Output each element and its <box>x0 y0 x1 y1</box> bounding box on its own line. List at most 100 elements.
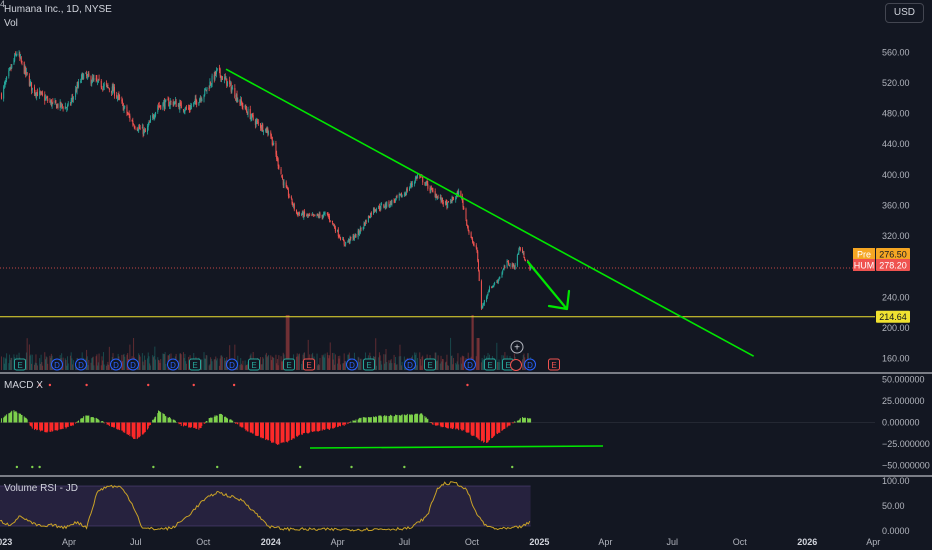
volume-bar <box>153 355 155 370</box>
candle-body <box>24 67 26 75</box>
macd-bar <box>128 422 130 435</box>
add-marker <box>510 340 524 354</box>
macd-bar <box>466 422 468 433</box>
candle-body <box>98 78 100 80</box>
candle-body <box>226 78 228 86</box>
y-tick-label: 240.00 <box>882 292 910 302</box>
macd-bar <box>106 422 108 425</box>
candle-body <box>276 153 278 159</box>
candle-body <box>262 124 264 132</box>
macd-bar <box>214 415 216 423</box>
x-tick-label: 2024 <box>261 537 281 547</box>
macd-bar <box>450 422 452 429</box>
candle-body <box>358 230 360 234</box>
candle-body <box>473 243 475 246</box>
macd-bar <box>47 422 49 432</box>
volume-bar <box>461 363 463 370</box>
candle-body <box>502 270 504 273</box>
candle-body <box>178 104 180 109</box>
volume-bar <box>281 361 283 370</box>
candle-body <box>96 78 98 81</box>
candle-body <box>327 213 329 216</box>
macd-bar <box>66 422 68 428</box>
macd-bar <box>282 422 284 442</box>
candle-body <box>88 73 90 77</box>
candle-body <box>41 92 43 94</box>
macd-bar <box>384 415 386 423</box>
macd-bar <box>183 422 185 426</box>
volume-bar <box>5 358 7 370</box>
macd-bar <box>126 422 128 435</box>
candle-body <box>164 100 166 110</box>
candle-body <box>139 128 141 129</box>
macd-bar <box>160 412 162 423</box>
candle-body <box>291 198 293 204</box>
volume-bar <box>458 364 460 370</box>
currency-button[interactable]: USD <box>884 3 924 23</box>
x-tick-label: Apr <box>62 537 76 547</box>
macd-bar <box>317 422 319 432</box>
candle-body <box>218 67 220 70</box>
macd-bar <box>149 422 151 425</box>
macd-tick-label: −50.000000 <box>882 461 930 471</box>
dividend-marker <box>524 358 536 371</box>
volume-bar <box>180 353 182 370</box>
volume-bar <box>461 355 463 370</box>
volume-bar <box>214 359 216 370</box>
candle-body <box>344 244 346 246</box>
macd-bar <box>432 422 434 426</box>
volume-bar <box>62 357 64 370</box>
volume-bar <box>260 364 262 370</box>
candle-body <box>475 245 477 248</box>
candle-body <box>298 212 300 215</box>
candle-body <box>342 238 344 240</box>
macd-bar <box>431 422 433 425</box>
candle-body <box>39 91 41 96</box>
candle-body <box>82 74 84 80</box>
candle-body <box>196 100 198 105</box>
candle-body <box>103 84 105 87</box>
candle-body <box>442 197 444 202</box>
candle-body <box>118 94 120 97</box>
macd-bar <box>250 422 252 433</box>
candle-body <box>85 72 87 74</box>
volume-bar <box>436 361 438 370</box>
macd-bar <box>141 422 143 435</box>
candle-body <box>225 77 227 80</box>
macd-bar <box>378 415 380 423</box>
candle-body <box>163 101 165 109</box>
volume-bar <box>86 356 88 370</box>
earnings-marker-label: E <box>306 361 311 370</box>
macd-bar <box>420 413 422 423</box>
candle-body <box>169 104 171 107</box>
candle-body <box>467 226 469 231</box>
volume-bar <box>102 360 104 370</box>
macd-bar <box>396 414 398 423</box>
macd-bar <box>511 422 513 423</box>
macd-bar <box>172 419 174 423</box>
macd-bar <box>480 422 482 442</box>
volume-bar <box>400 365 402 370</box>
candle-body <box>333 225 335 227</box>
candle-body <box>275 143 277 155</box>
candle-body <box>406 189 408 195</box>
macd-bar <box>163 414 165 423</box>
macd-bar <box>281 422 283 443</box>
macd-bar <box>285 422 287 442</box>
macd-bar <box>359 417 361 423</box>
macd-signal-dot <box>403 465 406 469</box>
volume-bar <box>453 358 455 370</box>
candle-body <box>441 197 443 201</box>
macd-bar <box>56 422 58 431</box>
volume-bar <box>106 364 108 370</box>
macd-bar <box>86 415 88 423</box>
candle-body <box>477 260 479 272</box>
candle-body <box>314 214 316 217</box>
volume-bar <box>390 359 392 370</box>
candle-body <box>431 188 433 191</box>
volume-bar <box>240 358 242 370</box>
candle-body <box>271 136 273 145</box>
candle-body <box>257 122 259 124</box>
candle-body <box>472 242 474 244</box>
